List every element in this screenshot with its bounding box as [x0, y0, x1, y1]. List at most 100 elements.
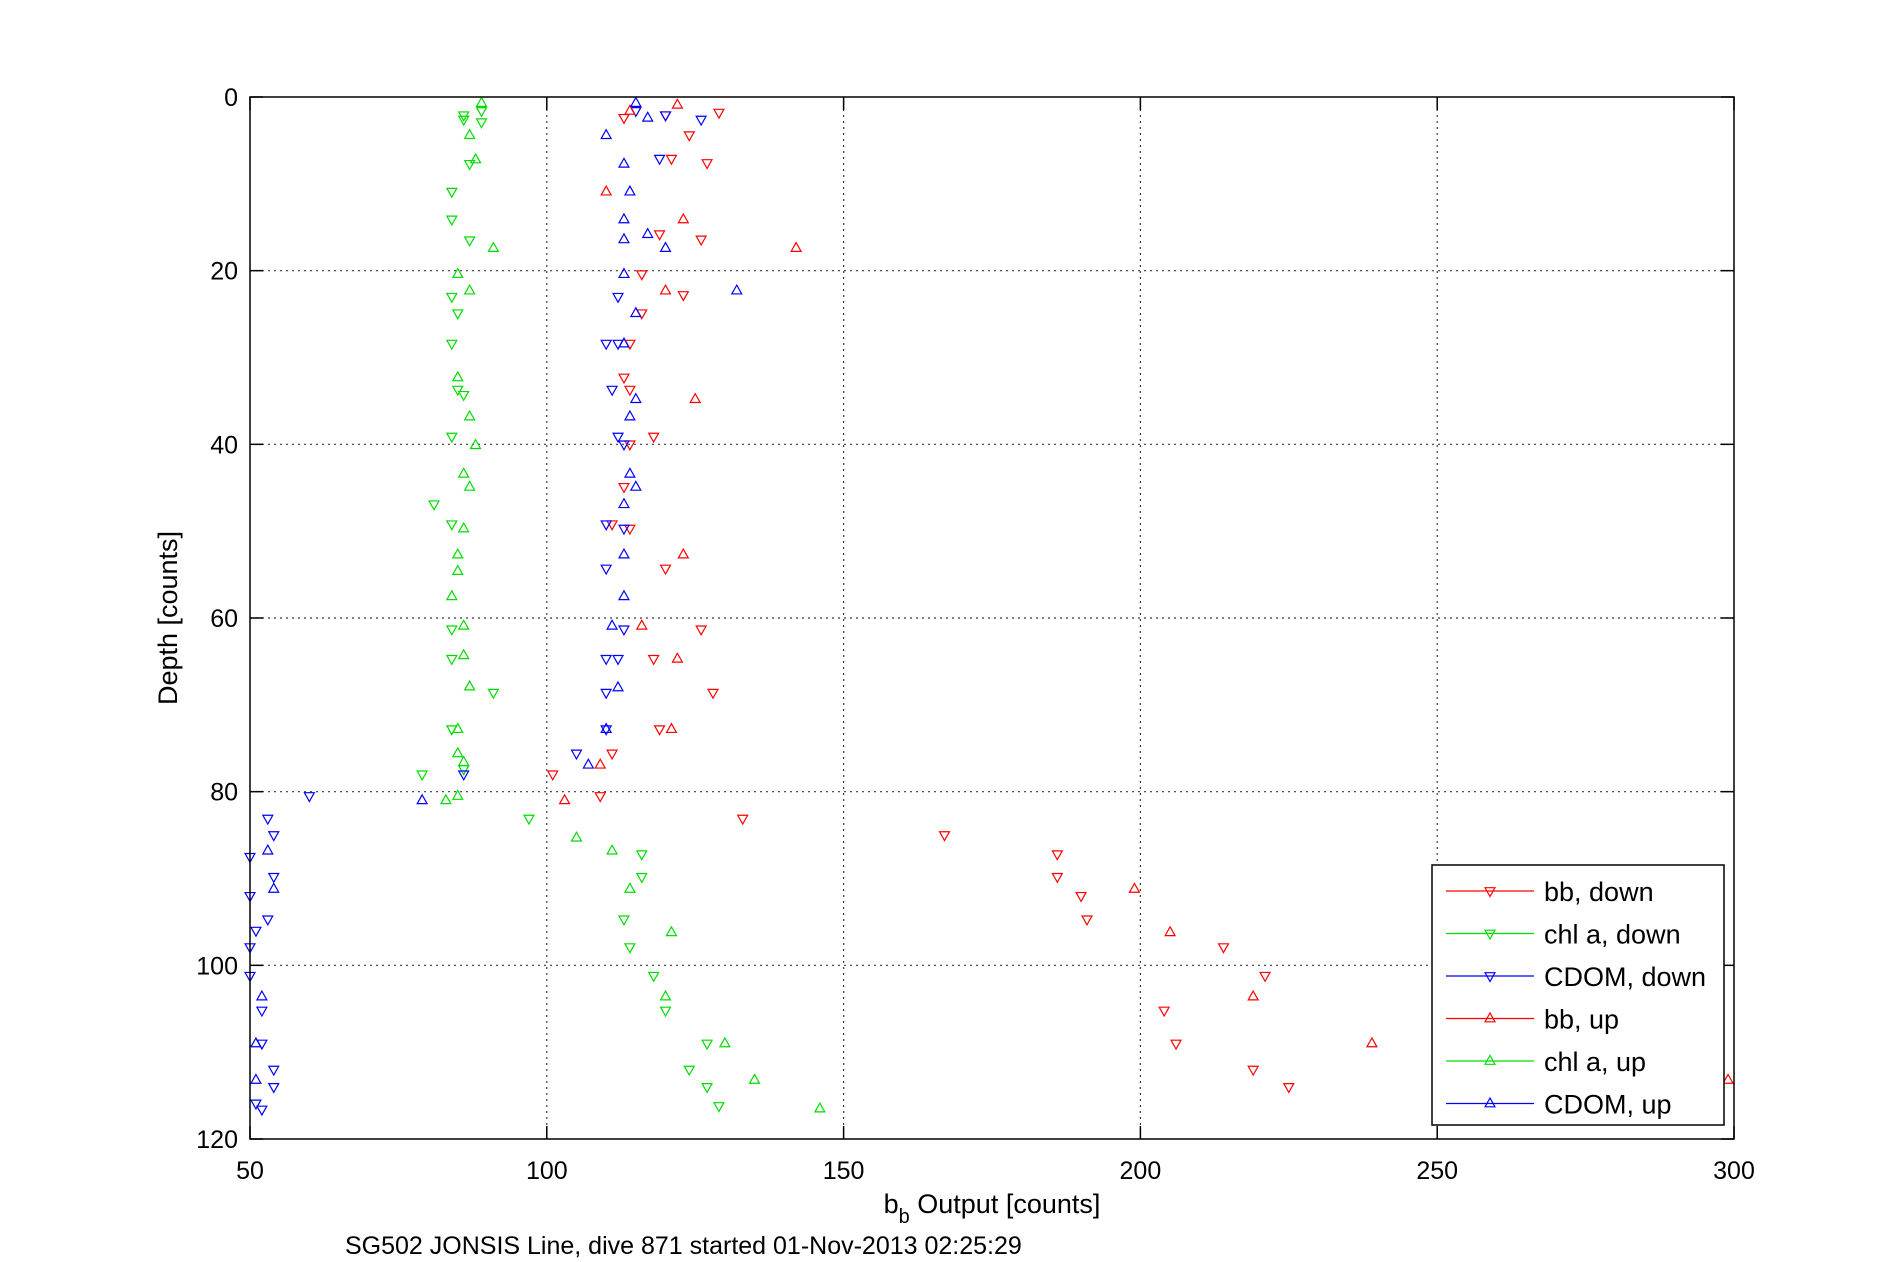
- data-point: [267, 1065, 280, 1077]
- data-point: [475, 96, 488, 107]
- data-point: [629, 392, 642, 404]
- data-point: [606, 520, 619, 531]
- data-point: [617, 915, 630, 927]
- data-point: [445, 432, 458, 444]
- data-point: [255, 1006, 268, 1018]
- data-point: [463, 409, 476, 421]
- data-point: [267, 831, 280, 842]
- data-point: [469, 438, 482, 450]
- data-point: [617, 440, 630, 452]
- data-point: [617, 336, 630, 348]
- data-point: [487, 688, 500, 700]
- data-points: [244, 96, 1735, 1117]
- data-point: [457, 619, 470, 630]
- x-tick-label: 150: [823, 1157, 865, 1185]
- data-point: [457, 755, 470, 767]
- data-point: [451, 370, 464, 382]
- legend-marker: [1484, 972, 1496, 983]
- legend-label: CDOM, up: [1544, 1090, 1672, 1120]
- legend-label: bb, down: [1544, 877, 1654, 907]
- data-point: [695, 235, 708, 247]
- y-tick-label: 100: [196, 952, 238, 980]
- data-point: [451, 309, 464, 320]
- data-point: [451, 746, 464, 758]
- data-point: [647, 971, 660, 983]
- data-point: [1075, 891, 1088, 903]
- data-point: [677, 212, 690, 224]
- x-tick-label: 250: [1416, 1157, 1458, 1185]
- data-point: [629, 96, 642, 107]
- data-point: [457, 521, 470, 533]
- legend-label: chl a, up: [1544, 1047, 1646, 1077]
- data-point: [445, 292, 458, 304]
- data-point: [671, 652, 684, 663]
- data-point: [445, 339, 458, 351]
- data-point: [707, 688, 719, 700]
- y-tick-label: 40: [210, 431, 238, 459]
- data-point: [267, 872, 280, 884]
- data-point: [730, 283, 743, 295]
- data-point: [600, 520, 613, 531]
- data-point: [647, 432, 660, 444]
- data-point: [695, 115, 708, 127]
- legend-marker: [1484, 1054, 1496, 1065]
- data-point: [594, 758, 607, 769]
- data-point: [635, 872, 648, 884]
- data-point: [938, 831, 951, 842]
- series-5: [249, 96, 743, 1084]
- data-point: [665, 925, 678, 937]
- data-point: [635, 850, 648, 861]
- data-point: [695, 625, 708, 637]
- data-point: [635, 619, 648, 630]
- data-point: [451, 385, 464, 397]
- data-point: [665, 722, 678, 734]
- data-point: [623, 440, 636, 452]
- data-point: [558, 793, 571, 805]
- data-point: [439, 793, 452, 805]
- data-point: [813, 1101, 826, 1113]
- data-point: [1164, 925, 1177, 937]
- data-point: [463, 480, 476, 491]
- data-point: [600, 725, 613, 736]
- legend-label: chl a, down: [1544, 920, 1681, 950]
- data-point: [1051, 850, 1064, 861]
- legend-marker: [1484, 1011, 1496, 1023]
- x-axis-label: bb Output [counts]: [884, 1189, 1101, 1228]
- data-point: [671, 98, 684, 109]
- data-point: [612, 654, 625, 666]
- data-point: [606, 385, 619, 397]
- data-point: [1128, 882, 1141, 893]
- y-tick-label: 80: [210, 779, 238, 807]
- data-point: [249, 1073, 262, 1084]
- data-point: [617, 524, 630, 536]
- data-point: [623, 943, 636, 954]
- data-point: [1722, 1073, 1735, 1084]
- data-point: [1158, 1006, 1171, 1018]
- data-point: [617, 589, 630, 601]
- legend-marker: [1484, 1096, 1496, 1108]
- data-point: [445, 625, 458, 637]
- data-point: [641, 111, 654, 122]
- data-point: [475, 106, 488, 118]
- data-point: [701, 159, 714, 170]
- data-point: [641, 227, 654, 239]
- data-point: [623, 524, 636, 536]
- series-2: [244, 106, 708, 1117]
- data-point: [629, 306, 642, 318]
- data-point: [457, 115, 470, 127]
- data-point: [617, 113, 630, 125]
- data-point: [463, 128, 476, 140]
- data-point: [653, 230, 666, 241]
- data-point: [1051, 872, 1064, 884]
- data-point: [1217, 943, 1230, 954]
- data-point: [445, 654, 458, 666]
- data-point: [689, 392, 702, 404]
- data-point: [600, 688, 613, 700]
- data-point: [451, 267, 464, 279]
- data-point: [249, 926, 262, 938]
- data-point: [623, 385, 636, 397]
- data-point: [617, 625, 630, 637]
- data-point: [463, 679, 476, 691]
- data-point: [1365, 1036, 1378, 1048]
